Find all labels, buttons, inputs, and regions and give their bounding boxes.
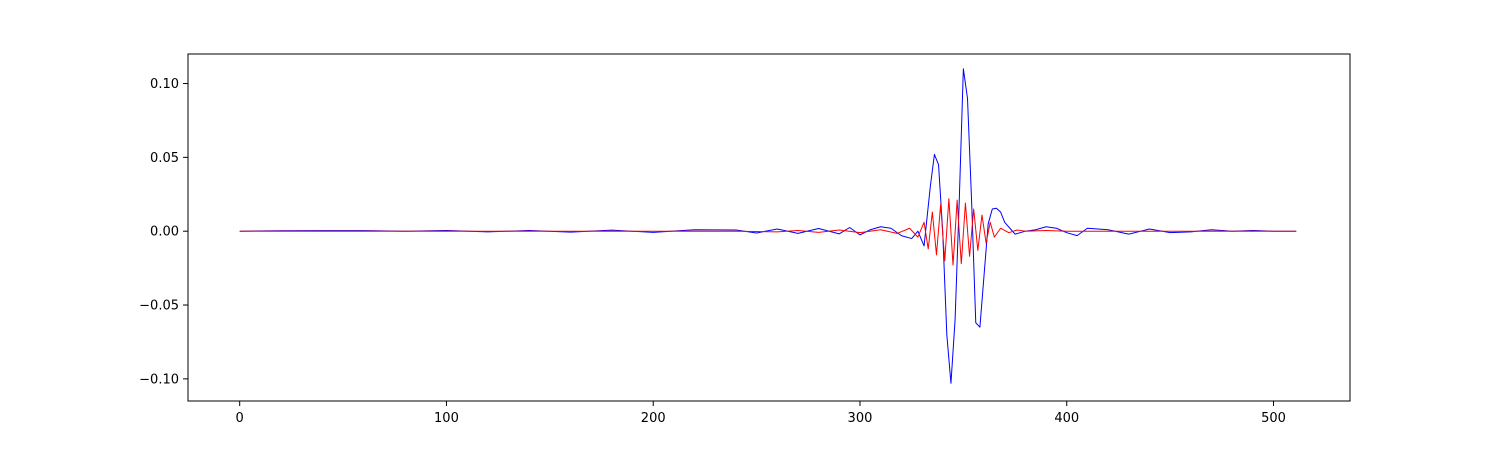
y-axis: −0.10 −0.05 0.00 0.05 0.10 [139,77,188,387]
series-line-2 [239,198,1297,266]
x-tick-label: 0 [236,411,244,426]
x-tick-label: 100 [434,411,459,426]
y-tick-label: 0.05 [150,151,179,166]
y-tick-label: −0.05 [139,299,179,314]
plot-area [188,54,1350,401]
x-tick-label: 300 [848,411,873,426]
x-tick-label: 200 [641,411,666,426]
x-tick-label: 500 [1261,411,1286,426]
y-tick-label: 0.10 [150,77,179,92]
x-axis: 0 100 200 300 400 500 [236,401,1286,426]
plot-frame [187,53,1351,402]
y-tick-label: 0.00 [150,225,179,240]
x-tick-label: 400 [1054,411,1079,426]
y-tick-label: −0.10 [139,372,179,387]
series-layer [239,68,1297,384]
